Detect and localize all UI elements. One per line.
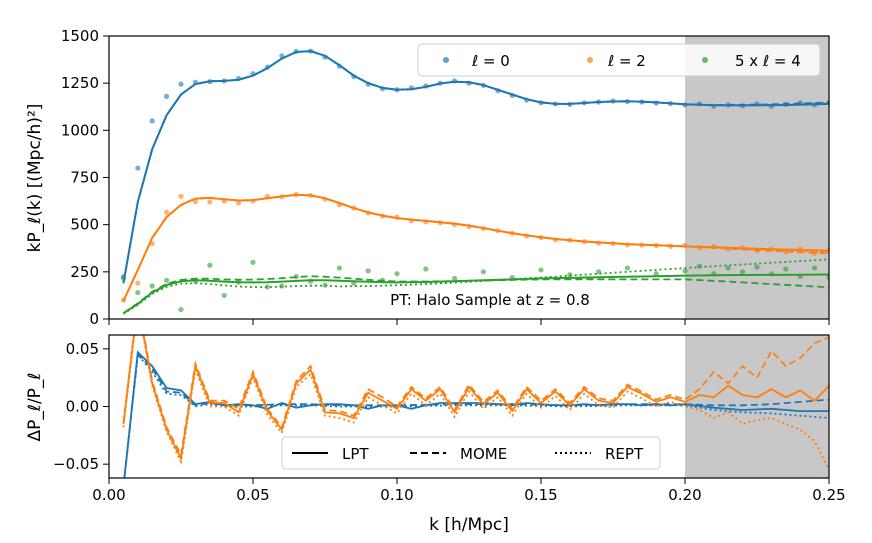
data-point-1-5 [192, 199, 198, 205]
model-rept-2 [122, 258, 829, 315]
top-x-ticks [108, 319, 830, 325]
model-lpt-2 [122, 273, 829, 315]
data-point-2-7 [221, 292, 227, 299]
data-point-2-38 [812, 265, 818, 271]
data-point-2-1 [135, 289, 141, 296]
bottom-ytick-label: −0.05 [53, 455, 99, 473]
bottom-xtick-label: 0.20 [668, 486, 701, 504]
data-point-2-15 [336, 265, 342, 271]
data-point-2-17 [365, 268, 371, 274]
residual-series-3 [122, 335, 829, 462]
data-point-1-3 [164, 209, 170, 216]
bottom-xtick-label: 0.25 [812, 486, 845, 504]
top-legend-marker-2 [702, 57, 708, 63]
data-point-2-10 [264, 284, 270, 290]
data-point-2-24 [538, 267, 544, 273]
model-rept-0 [122, 50, 829, 284]
bottom-xtick-label: 0.15 [524, 486, 557, 504]
data-point-0-1 [135, 165, 141, 171]
bottom-legend-box [281, 436, 661, 470]
data-point-2-39 [826, 274, 829, 281]
data-point-2-19 [394, 271, 400, 277]
model-mome-2 [122, 275, 829, 314]
bottom-x-ticks: 0.00 0.05 0.10 0.15 0.20 0.25 [92, 478, 846, 504]
data-point-2-22 [480, 269, 486, 275]
residual-series-1 [123, 352, 829, 478]
data-point-2-32 [725, 265, 731, 271]
bottom-panel: −0.05 0.00 0.05 0.00 0.05 0.10 0.15 0.20 0.25 Δ… [25, 334, 846, 535]
residual-series-5 [122, 335, 829, 471]
data-point-2-21 [452, 275, 458, 282]
data-point-2-34 [754, 264, 760, 270]
data-point-0-3 [164, 93, 170, 99]
data-point-1-6 [207, 199, 213, 205]
bottom-legend-label-1: MOME [460, 445, 507, 463]
top-panel: 0 250 500 750 1000 1250 1500 kP_ℓ(k) [(Mpc/h)²… [25, 27, 830, 328]
top-y-axis-label: kP_ℓ(k) [(Mpc/h)²] [25, 104, 45, 253]
data-point-2-6 [207, 262, 213, 268]
top-plot-area [120, 48, 829, 315]
top-excluded-region [685, 36, 829, 319]
top-legend: ℓ = 0 ℓ = 2 5 x ℓ = 4 [417, 43, 821, 77]
model-mome-1 [122, 193, 829, 302]
data-point-1-1 [135, 280, 141, 286]
bottom-y-ticks: −0.05 0.00 0.05 [53, 340, 109, 473]
model-rept-1 [122, 193, 829, 302]
data-point-2-3 [164, 277, 170, 283]
x-axis-label: k [h/Mpc] [429, 515, 509, 535]
data-point-0-2 [149, 118, 155, 124]
top-ytick-label: 750 [70, 169, 99, 187]
data-point-2-28 [653, 271, 659, 277]
bottom-xtick-label: 0.05 [236, 486, 269, 504]
data-point-2-27 [624, 265, 631, 271]
top-ytick-label: 250 [70, 263, 99, 281]
top-ytick-label: 500 [70, 216, 99, 234]
top-legend-box [417, 43, 821, 77]
data-point-2-29 [682, 268, 688, 274]
top-ytick-label: 1000 [61, 121, 99, 139]
residual-series-4 [122, 335, 829, 458]
bottom-ytick-label: 0.00 [66, 398, 99, 416]
top-ytick-label: 1250 [61, 74, 99, 92]
top-annotation: PT: Halo Sample at z = 0.8 [390, 291, 590, 309]
data-point-2-33 [740, 269, 746, 275]
data-point-1-4 [178, 193, 184, 199]
data-point-2-2 [149, 283, 155, 289]
data-point-2-36 [783, 266, 789, 272]
bottom-legend-label-0: LPT [342, 445, 369, 463]
top-legend-marker-0 [443, 57, 449, 63]
top-y-ticks: 0 250 500 750 1000 1250 1500 [61, 27, 109, 328]
bottom-legend: LPT MOME REPT [281, 436, 661, 470]
bottom-ytick-label: 0.05 [66, 340, 99, 358]
top-legend-label-1: ℓ = 2 [607, 52, 646, 70]
bottom-legend-label-2: REPT [605, 445, 644, 463]
top-ytick-label: 0 [89, 310, 99, 328]
top-legend-marker-1 [587, 57, 593, 63]
bottom-xtick-label: 0.00 [92, 486, 125, 504]
top-legend-label-0: ℓ = 0 [471, 52, 510, 70]
data-point-2-4 [178, 306, 184, 313]
data-point-1-8 [236, 200, 242, 206]
bottom-plot-area [122, 335, 829, 478]
data-point-2-0 [120, 275, 126, 282]
bottom-y-axis-label: ΔP_ℓ/P_ℓ [25, 373, 45, 442]
model-mome-0 [122, 50, 829, 284]
bottom-xtick-label: 0.10 [380, 486, 413, 504]
top-legend-label-2: 5 x ℓ = 4 [735, 52, 801, 70]
data-point-0-4 [178, 81, 184, 87]
residual-series-2 [123, 352, 829, 478]
data-point-2-9 [250, 259, 256, 265]
top-ytick-label: 1500 [61, 27, 99, 45]
data-point-2-20 [423, 266, 429, 272]
